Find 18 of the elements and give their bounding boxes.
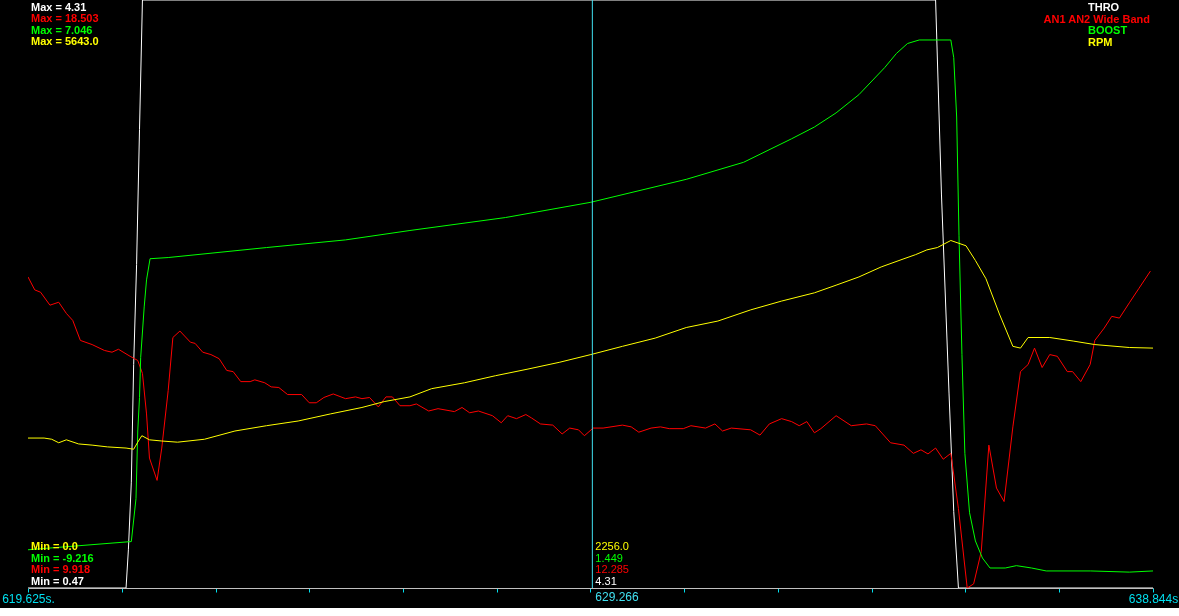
text: RPM (1088, 35, 1113, 48)
annotation: Max = 5643.0 (31, 35, 99, 47)
annotation: 12.285 (595, 563, 629, 575)
text: BOOST (1088, 24, 1128, 36)
annotation: 2256.0 (595, 540, 629, 552)
text: AN1 AN2 Wide Band (1043, 12, 1150, 25)
annotation: 1.449 (595, 551, 623, 564)
annotation: 4.31 (595, 574, 617, 587)
annotation: Min = 9.918 (31, 563, 91, 575)
text: THRO (1088, 1, 1120, 13)
ref-line-label: 629.266 (595, 590, 640, 604)
annotation: Min = -9.216 (31, 551, 94, 564)
annotation: Max = 18.503 (31, 12, 99, 24)
annotation: Max = 4.31 (31, 0, 87, 13)
x-tick-label: 638.844s (1128, 591, 1179, 606)
annotation: Min = 0.47 (31, 574, 84, 587)
annotation: Max = 7.046 (31, 23, 93, 36)
x-tick-label: 619.625s. (2, 591, 55, 606)
